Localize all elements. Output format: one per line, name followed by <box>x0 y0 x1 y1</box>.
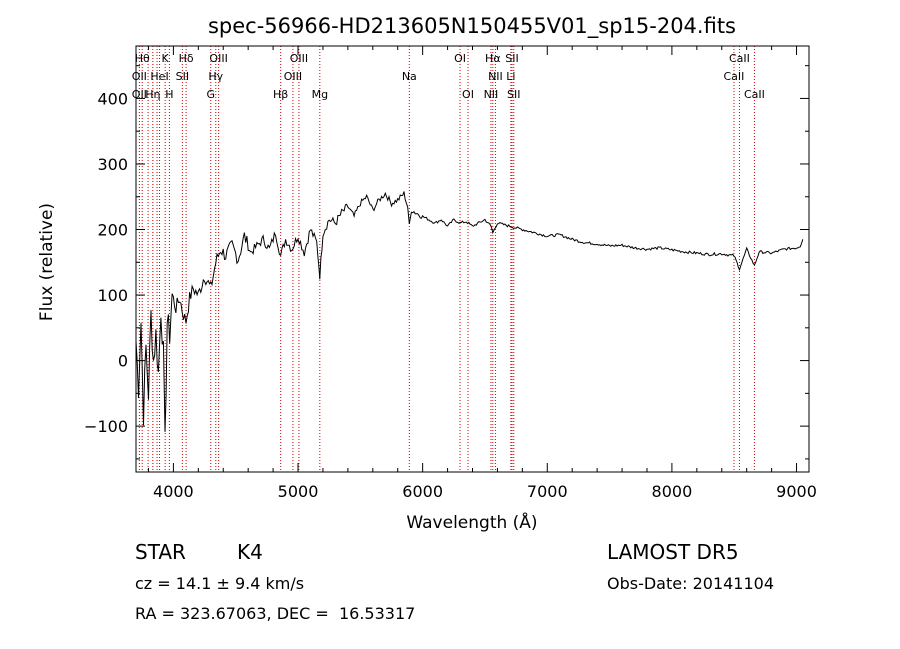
line-label: OII <box>132 70 147 83</box>
line-label: Hβ <box>273 88 288 101</box>
line-label: OI <box>462 88 474 101</box>
y-axis-label: Flux (relative) <box>37 203 57 321</box>
line-label: SII <box>176 70 189 83</box>
x-tick-label: 4000 <box>153 482 194 501</box>
survey-label: LAMOST DR5 <box>607 540 739 564</box>
line-label: NII <box>488 70 503 83</box>
x-axis-label: Wavelength (Å) <box>406 511 537 533</box>
line-label: OIII <box>284 70 302 83</box>
line-label: Hη <box>145 88 160 101</box>
x-tick-label: 9000 <box>776 482 817 501</box>
line-label: Hα <box>485 52 501 65</box>
coordinates-readout: RA = 323.67063, DEC = 16.53317 <box>135 604 416 623</box>
spectrum-line <box>135 191 804 432</box>
line-label: CaII <box>729 52 750 65</box>
y-tick-label: 0 <box>118 352 128 371</box>
y-tick-label: −100 <box>84 417 128 436</box>
line-label: Hδ <box>179 52 194 65</box>
x-tick-label: 5000 <box>278 482 319 501</box>
line-label: Na <box>402 70 417 83</box>
line-label: OIII <box>209 52 227 65</box>
line-label: OIII <box>290 52 308 65</box>
line-markers <box>138 46 755 472</box>
redshift-readout: cz = 14.1 ± 9.4 km/s <box>135 574 305 593</box>
line-label: CaII <box>744 88 765 101</box>
line-label: H <box>165 88 173 101</box>
x-tick-label: 8000 <box>652 482 693 501</box>
line-label: HeI <box>150 70 168 83</box>
y-tick-label: 400 <box>97 89 128 108</box>
line-label: Hγ <box>208 70 223 83</box>
line-label: OI <box>454 52 466 65</box>
line-label: Mg <box>312 88 328 101</box>
object-class: STAR <box>135 540 186 564</box>
y-axis-ticks: −100 0 100 200 300 400 <box>84 65 809 460</box>
line-label: Li <box>506 70 515 83</box>
obs-date: Obs-Date: 20141104 <box>607 574 775 593</box>
line-label: G <box>207 88 216 101</box>
y-tick-label: 100 <box>97 286 128 305</box>
y-tick-label: 200 <box>97 221 128 240</box>
x-tick-label: 6000 <box>402 482 443 501</box>
y-tick-label: 300 <box>97 155 128 174</box>
x-axis-ticks: 4000 5000 6000 7000 8000 9000 <box>147 46 817 501</box>
chart-title: spec-56966-HD213605N150455V01_sp15-204.f… <box>208 14 736 39</box>
line-label: K <box>162 52 170 65</box>
line-label: SII <box>505 52 518 65</box>
line-label: Hθ <box>135 52 150 65</box>
line-label: SII <box>507 88 520 101</box>
spectral-subclass: K4 <box>237 540 263 564</box>
x-tick-label: 7000 <box>527 482 568 501</box>
line-label: CaII <box>724 70 745 83</box>
plot-frame <box>135 45 810 473</box>
line-labels: Hθ K Hδ OIII OIII OI Hα SII CaII OII HeI SII Hγ OIII N… <box>132 52 765 101</box>
line-label: NII <box>484 88 499 101</box>
